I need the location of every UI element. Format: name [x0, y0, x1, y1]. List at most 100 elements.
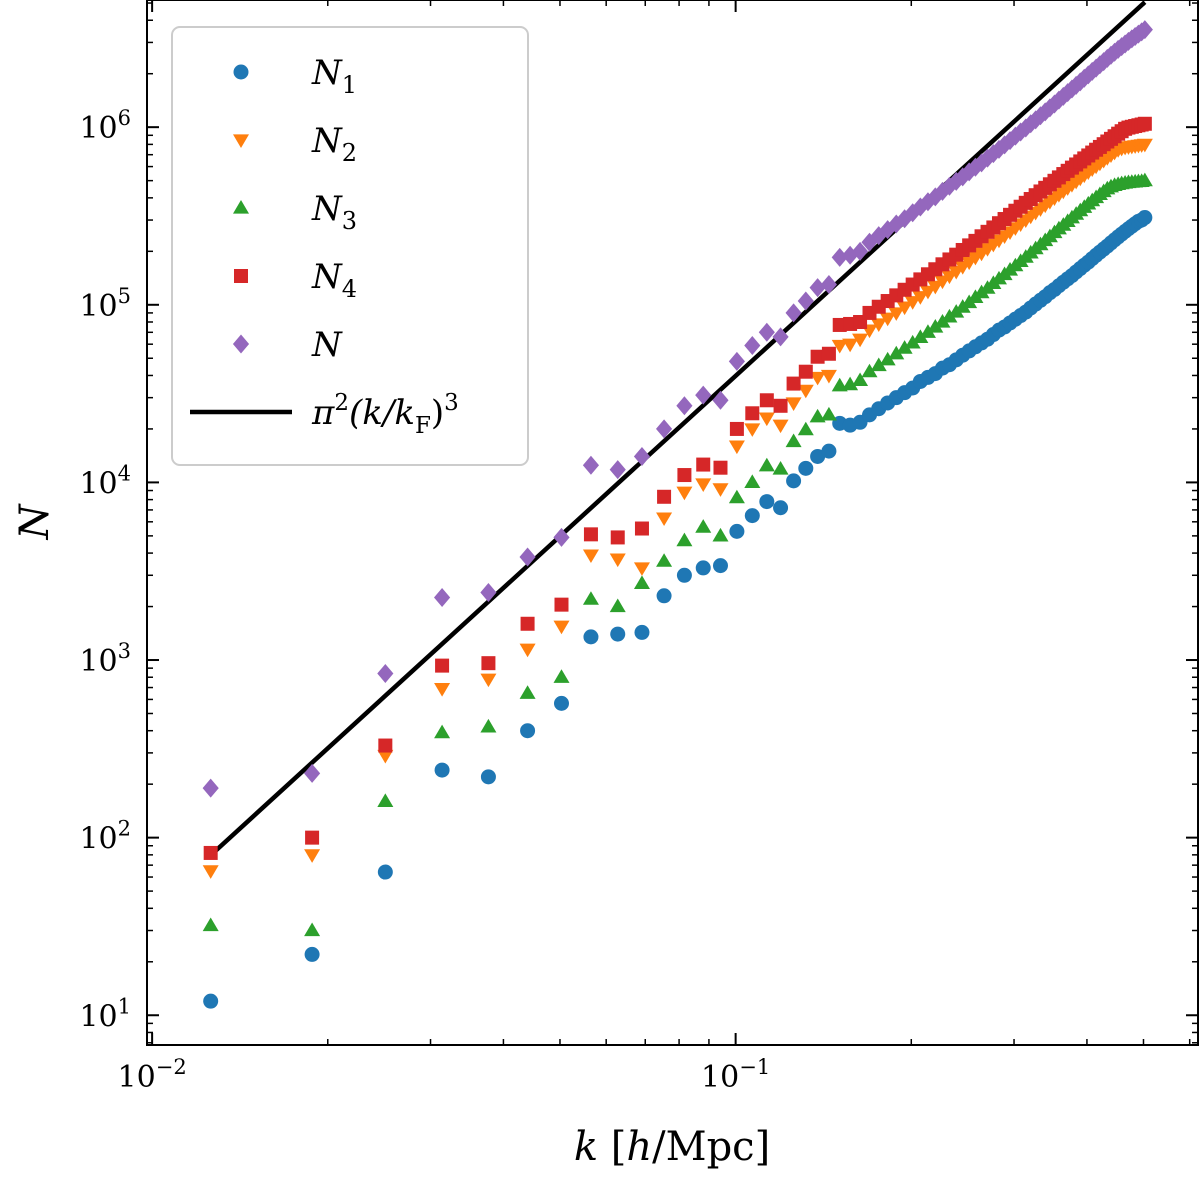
- data-point-N1: [1137, 210, 1153, 226]
- data-point-N: [1017, 118, 1034, 138]
- data-point-N1: [520, 723, 536, 739]
- data-point-N3: [744, 474, 761, 489]
- data-point-N2: [820, 369, 837, 384]
- legend-label: N4: [311, 257, 357, 303]
- data-point-N3: [480, 718, 497, 733]
- legend-item-reference-line: π2(k/kF)3: [190, 390, 459, 439]
- series-N4: [203, 116, 1152, 860]
- data-point-N2: [519, 643, 536, 658]
- legend-marker-N4: [234, 269, 248, 283]
- data-point-N3: [797, 421, 814, 436]
- data-point-N1: [656, 588, 672, 604]
- data-point-N: [676, 396, 693, 416]
- ticks-layer: 10−2 10−1 101 102 103 104 105 106: [79, 0, 1198, 1095]
- data-point-N: [1007, 126, 1024, 146]
- data-point-N3: [912, 329, 929, 344]
- legend-label: N3: [311, 189, 357, 235]
- data-point-N2: [1136, 138, 1153, 153]
- data-point-N2: [712, 483, 729, 497]
- y-tick-label: 104: [79, 461, 131, 501]
- y-tick-label: 102: [79, 817, 131, 857]
- data-point-N3: [676, 532, 693, 547]
- data-point-N: [851, 241, 869, 261]
- data-point-N3: [519, 685, 536, 699]
- data-point-N3: [772, 460, 789, 475]
- data-point-N: [904, 203, 921, 223]
- y-tick-label: 105: [79, 284, 131, 324]
- data-point-N: [582, 455, 600, 475]
- data-point-N: [744, 335, 761, 355]
- data-point-N2: [656, 512, 673, 527]
- data-point-N4: [378, 738, 393, 753]
- data-point-N3: [304, 922, 321, 937]
- data-point-N1: [203, 993, 219, 1009]
- data-point-N: [809, 278, 826, 298]
- data-point-N3: [904, 334, 921, 349]
- data-point-N1: [712, 558, 728, 574]
- data-point-N: [633, 446, 651, 466]
- data-point-N2: [553, 620, 570, 635]
- data-point-N: [656, 419, 673, 439]
- data-point-N2: [904, 296, 921, 310]
- data-point-N4: [481, 656, 496, 671]
- legend-label: N1: [311, 53, 357, 99]
- data-point-N4: [696, 457, 711, 472]
- data-point-N3: [202, 917, 219, 932]
- data-point-N3: [712, 527, 729, 542]
- data-point-N: [712, 390, 729, 410]
- data-point-N1: [480, 769, 496, 785]
- data-point-N2: [772, 419, 789, 434]
- data-point-N2: [633, 562, 650, 576]
- data-point-N1: [304, 946, 320, 962]
- y-tick-label: 103: [79, 639, 131, 679]
- data-point-N2: [896, 301, 913, 316]
- data-point-N: [896, 209, 913, 229]
- y-tick-label: 101: [79, 994, 131, 1034]
- data-point-N1: [377, 864, 393, 880]
- data-point-N2: [434, 683, 451, 697]
- data-point-N3: [927, 318, 944, 333]
- data-point-N1: [583, 629, 599, 645]
- data-point-N4: [634, 521, 649, 536]
- data-point-N2: [912, 291, 929, 305]
- data-point-N2: [879, 312, 896, 327]
- data-point-N4: [435, 658, 450, 673]
- data-point-N4: [203, 845, 218, 860]
- data-point-N: [979, 148, 996, 168]
- data-point-N: [758, 322, 775, 342]
- data-point-N2: [609, 553, 626, 568]
- data-point-N1: [810, 448, 826, 464]
- data-point-N2: [582, 549, 599, 564]
- data-point-N3: [896, 340, 913, 354]
- data-point-N2: [852, 333, 869, 348]
- data-point-N: [202, 778, 219, 798]
- data-point-N3: [870, 357, 887, 372]
- data-point-N4: [1137, 116, 1152, 131]
- data-point-N1: [744, 508, 760, 524]
- data-point-N3: [919, 324, 936, 338]
- data-point-N: [973, 153, 990, 173]
- data-point-N3: [1136, 172, 1153, 187]
- data-point-N2: [785, 397, 802, 411]
- data-point-N2: [758, 412, 775, 427]
- legend-marker-N1: [233, 64, 249, 80]
- data-point-N: [888, 214, 905, 234]
- data-point-N3: [434, 724, 451, 739]
- data-point-N2: [927, 280, 944, 295]
- data-point-N: [927, 187, 944, 207]
- data-point-N4: [745, 406, 760, 421]
- data-point-N2: [831, 339, 848, 354]
- data-point-N3: [888, 345, 905, 360]
- data-point-N4: [759, 393, 774, 408]
- data-point-N4: [657, 489, 672, 504]
- legend-label: N2: [311, 121, 357, 167]
- x-axis-label: k [h/Mpc]: [574, 1124, 770, 1170]
- data-point-N: [609, 460, 626, 480]
- data-point-N: [820, 275, 837, 295]
- data-point-N1: [610, 626, 626, 642]
- data-point-N3: [785, 433, 802, 448]
- data-point-N2: [377, 749, 394, 764]
- data-point-N4: [554, 597, 569, 612]
- data-point-N: [434, 587, 451, 607]
